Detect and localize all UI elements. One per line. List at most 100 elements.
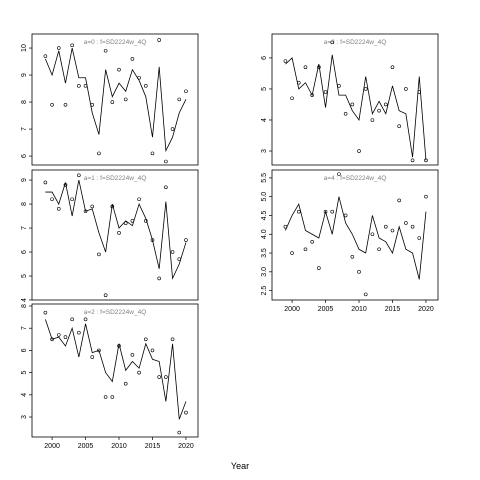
observation-point [377,247,381,252]
observation-point [70,317,74,322]
x-axis-label: Year [231,461,249,471]
y-tick-label: 8 [21,304,28,308]
y-tick-label: 6 [21,348,28,352]
observation-point [150,151,155,156]
observation-point [63,102,68,107]
observation-point [50,102,54,107]
observation-point [137,197,141,202]
x-tick-label: 2015 [385,306,401,313]
x-tick-label: 2005 [318,306,334,313]
fit-line [45,47,187,153]
observation-point [50,337,54,342]
observation-point [56,46,61,50]
observation-point [177,97,182,102]
observation-point [164,185,168,190]
y-tick-label: 5 [261,87,268,91]
observation-point [130,353,135,357]
observation-point [363,87,368,91]
x-tick-label: 2010 [351,306,367,313]
observation-point [370,118,375,122]
y-tick-label: 5 [21,371,28,375]
observation-point [170,127,175,131]
x-tick-label: 2010 [111,443,127,450]
y-tick-label: 4 [21,393,28,397]
observation-point [83,209,88,214]
panel-title: a=2 : f=SD2224w_4Q [84,309,147,316]
observation-point [110,100,115,104]
x-tick-label: 2000 [44,443,60,450]
y-tick-label: 3 [21,415,28,419]
panel-title: a=4 : f=SD2224w_4Q [324,175,387,182]
x-tick-label: 2020 [418,306,434,313]
observation-point [350,102,355,107]
observation-point [83,317,88,322]
observation-point [97,151,101,156]
observation-point [130,219,135,223]
observation-point [110,204,115,209]
observation-point [43,54,48,58]
observation-point [184,89,188,94]
observation-point [310,93,314,97]
observation-point [350,254,355,259]
observation-point [383,102,388,107]
observation-point [323,209,328,214]
panel-title: a=3 : f=SD2224w_4Q [324,39,387,46]
observation-point [323,90,328,94]
y-tick-label: 7 [21,127,28,131]
observation-point [90,102,95,107]
observation-point [357,149,361,153]
observation-point [77,330,81,335]
observation-point [123,221,128,226]
y-tick-label: 3.0 [261,267,268,277]
observation-point [330,209,335,214]
observation-point [77,84,81,88]
observation-point [303,65,308,70]
y-tick-label: 6 [261,56,268,60]
observation-point [83,84,88,88]
observation-point [410,158,415,163]
observation-point [370,232,375,237]
observation-point [303,247,308,252]
observation-point [317,65,321,70]
observation-point [143,337,148,342]
y-tick-label: 9 [21,178,28,182]
observation-point [150,238,155,242]
observation-point [63,335,68,339]
observation-point [150,348,155,353]
observation-point [296,80,301,85]
observation-point [317,266,321,270]
observation-point [404,87,408,91]
observation-point [123,381,128,386]
observation-point [157,38,161,42]
x-tick-label: 2005 [78,443,94,450]
y-tick-label: 4.5 [261,210,268,220]
panel-title: a=1 : f=SD2224w_4Q [84,175,147,182]
fit-line [285,196,427,280]
y-tick-label: 7 [21,226,28,230]
observation-point [90,355,95,359]
observation-point [417,236,422,240]
observation-point [390,65,395,70]
y-tick-label: 10 [21,44,28,52]
fit-line [285,54,427,161]
observation-point [43,310,48,315]
panel-frame [31,33,199,166]
observation-point [290,96,294,101]
y-tick-label: 2.5 [261,286,268,296]
fit-line [45,319,187,420]
observation-point [137,370,141,375]
x-tick-label: 2000 [284,306,300,313]
observation-point [97,252,101,257]
y-tick-label: 5.5 [261,173,268,183]
observation-point [390,228,395,233]
observation-point [343,213,348,218]
observation-point [184,410,188,415]
observation-point [123,97,128,102]
observation-point [170,337,175,342]
observation-point [337,84,341,88]
observation-point [97,348,101,353]
observation-point [357,270,361,274]
observation-point [137,75,141,80]
observation-point [143,219,148,223]
